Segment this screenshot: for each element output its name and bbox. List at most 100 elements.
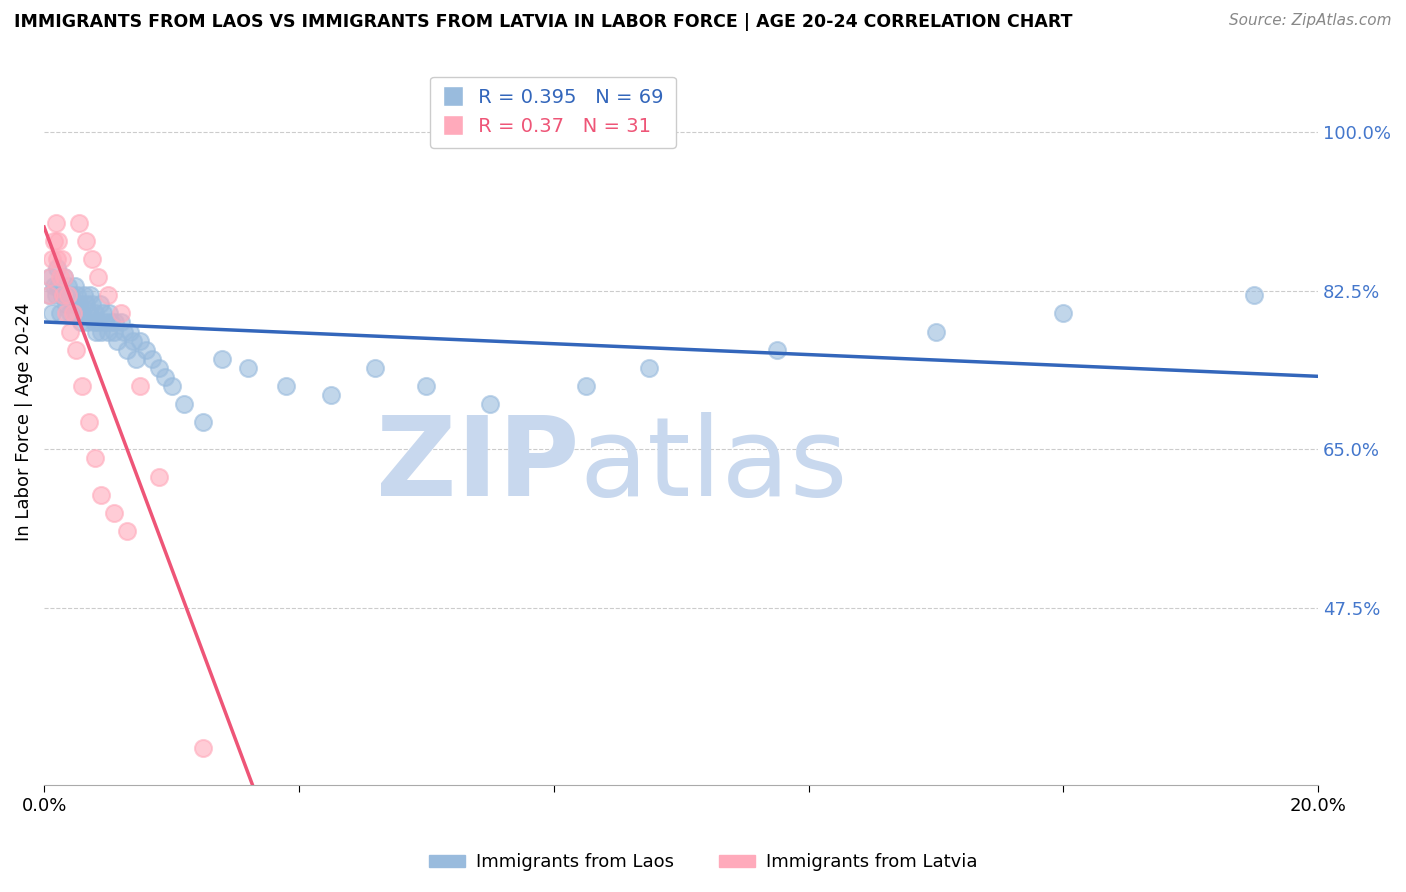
Point	[58, 279, 80, 293]
Point	[105, 334, 128, 348]
Point	[58, 288, 80, 302]
Point	[83, 316, 105, 330]
Point	[122, 334, 145, 348]
Point	[236, 360, 259, 375]
Text: atlas: atlas	[579, 412, 848, 519]
Point	[75, 297, 97, 311]
Point	[364, 360, 387, 375]
Point	[193, 415, 215, 429]
Point	[103, 325, 125, 339]
Point	[80, 297, 103, 311]
Point	[98, 306, 121, 320]
Legend: Immigrants from Laos, Immigrants from Latvia: Immigrants from Laos, Immigrants from La…	[422, 847, 984, 879]
Point	[41, 306, 63, 320]
Point	[128, 379, 150, 393]
Y-axis label: In Labor Force | Age 20-24: In Labor Force | Age 20-24	[15, 303, 32, 541]
Point	[276, 379, 298, 393]
Point	[84, 306, 107, 320]
Point	[103, 506, 125, 520]
Point	[39, 270, 62, 285]
Point	[87, 316, 110, 330]
Point	[90, 488, 112, 502]
Point	[574, 379, 596, 393]
Point	[52, 288, 75, 302]
Point	[125, 351, 148, 366]
Point	[77, 306, 100, 320]
Point	[45, 288, 67, 302]
Point	[67, 216, 90, 230]
Point	[89, 297, 111, 311]
Point	[66, 288, 89, 302]
Point	[45, 216, 67, 230]
Point	[479, 397, 502, 411]
Point	[46, 234, 69, 248]
Point	[112, 325, 135, 339]
Point	[173, 397, 195, 411]
Point	[91, 306, 114, 320]
Point	[45, 252, 67, 266]
Point	[141, 351, 163, 366]
Point	[52, 288, 75, 302]
Legend:  R = 0.395   N = 69,  R = 0.37   N = 31: R = 0.395 N = 69, R = 0.37 N = 31	[430, 77, 676, 148]
Point	[211, 351, 233, 366]
Point	[49, 270, 72, 285]
Point	[63, 279, 86, 293]
Point	[128, 334, 150, 348]
Point	[1243, 288, 1265, 302]
Point	[59, 288, 82, 302]
Point	[38, 288, 60, 302]
Point	[110, 316, 132, 330]
Point	[55, 297, 77, 311]
Point	[72, 306, 94, 320]
Point	[319, 388, 342, 402]
Point	[115, 343, 138, 357]
Point	[80, 252, 103, 266]
Point	[51, 288, 73, 302]
Point	[1052, 306, 1074, 320]
Text: ZIP: ZIP	[375, 412, 579, 519]
Point	[193, 741, 215, 756]
Point	[120, 325, 142, 339]
Point	[765, 343, 787, 357]
Point	[55, 306, 77, 320]
Point	[79, 288, 101, 302]
Point	[638, 360, 661, 375]
Point	[72, 379, 94, 393]
Point	[115, 524, 138, 538]
Point	[38, 288, 60, 302]
Point	[110, 306, 132, 320]
Point	[42, 234, 65, 248]
Point	[87, 270, 110, 285]
Point	[67, 297, 90, 311]
Point	[415, 379, 437, 393]
Point	[45, 261, 67, 276]
Point	[51, 252, 73, 266]
Point	[46, 279, 69, 293]
Point	[100, 316, 122, 330]
Point	[41, 252, 63, 266]
Point	[160, 379, 183, 393]
Point	[86, 325, 108, 339]
Point	[58, 325, 80, 339]
Point	[65, 306, 87, 320]
Point	[97, 325, 120, 339]
Point	[97, 288, 120, 302]
Point	[148, 469, 170, 483]
Point	[77, 415, 100, 429]
Point	[93, 316, 115, 330]
Point	[62, 306, 84, 320]
Point	[84, 451, 107, 466]
Point	[65, 343, 87, 357]
Point	[135, 343, 157, 357]
Point	[58, 306, 80, 320]
Point	[104, 316, 127, 330]
Point	[72, 288, 94, 302]
Point	[39, 270, 62, 285]
Point	[76, 316, 98, 330]
Point	[90, 325, 112, 339]
Point	[53, 270, 76, 285]
Point	[53, 270, 76, 285]
Point	[148, 360, 170, 375]
Point	[49, 306, 72, 320]
Point	[153, 369, 176, 384]
